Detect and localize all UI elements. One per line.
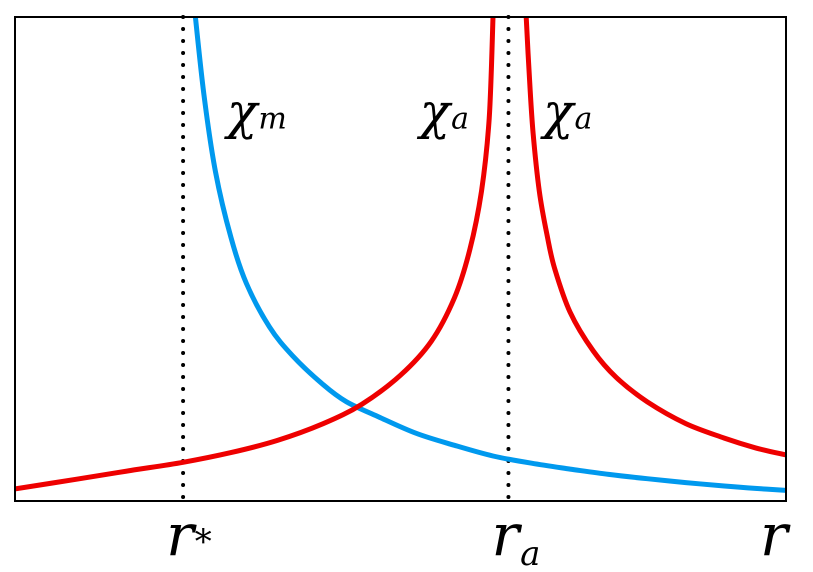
curve-labels: χm χa χa	[224, 82, 592, 140]
curve-label-0: χm	[224, 82, 287, 140]
curve-label-2: χa	[540, 82, 592, 140]
curve-label-2-sub: a	[574, 101, 592, 136]
curve-label-1: χa	[417, 82, 469, 140]
curve-label-0-main: χ	[224, 82, 260, 140]
x-tick-0-sub: *	[195, 522, 212, 562]
x-tick-1: ra	[491, 501, 540, 572]
curve-label-2-main: χ	[540, 82, 576, 140]
curve-label-1-main: χ	[417, 82, 453, 140]
series-group	[15, 17, 786, 493]
x-tick-labels: r* ra r	[166, 501, 791, 572]
series-line-0	[192, 17, 786, 493]
series-line-2	[523, 17, 786, 458]
plot-frame	[14, 16, 787, 502]
x-tick-0-main: r	[166, 501, 197, 569]
curve-label-1-sub: a	[451, 101, 469, 136]
curve-label-0-sub: m	[258, 101, 286, 136]
x-tick-0: r*	[166, 501, 212, 569]
reference-lines	[181, 15, 511, 503]
x-axis-label: r	[760, 501, 791, 569]
series-line-1	[15, 17, 496, 492]
x-tick-1-main: r	[491, 501, 522, 569]
x-tick-1-sub: a	[520, 534, 540, 572]
